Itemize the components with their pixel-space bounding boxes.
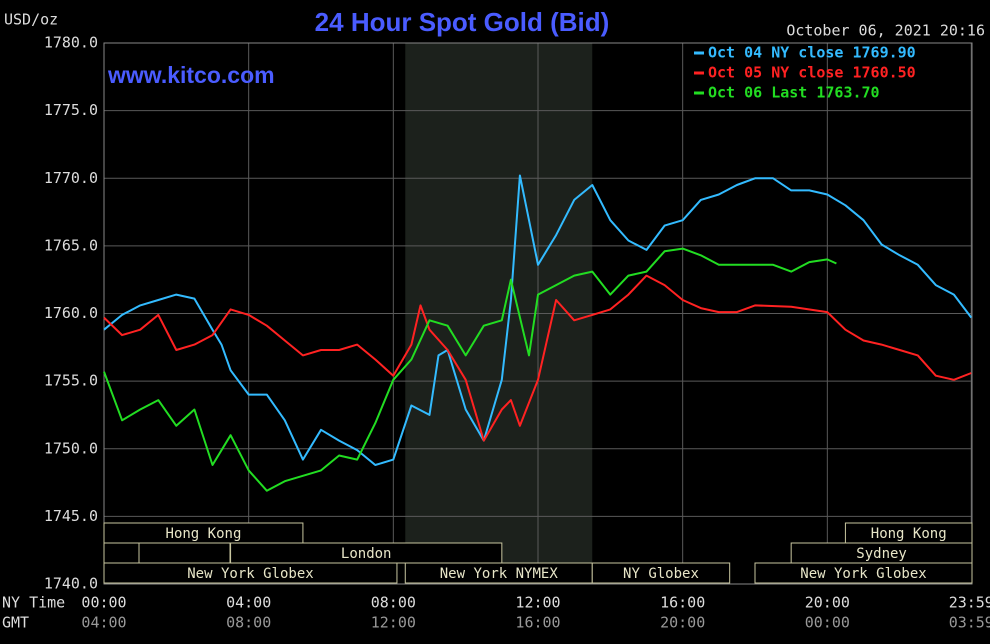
plot-frame (103, 42, 973, 585)
unit-label: USD/oz (4, 11, 58, 29)
session-box (103, 542, 140, 564)
gmt-tick-label: 03:59 (949, 614, 990, 632)
x-tick-label: 23:59 (949, 594, 990, 612)
y-tick-label: 1740.0 (44, 575, 98, 593)
y-tick-label: 1750.0 (44, 439, 98, 457)
x-tick-label: 00:00 (81, 594, 126, 612)
chart-title: 24 Hour Spot Gold (Bid) (315, 7, 610, 37)
x-tick-label: 16:00 (660, 594, 705, 612)
session-box (103, 562, 398, 584)
y-tick-label: 1745.0 (44, 507, 98, 525)
session-label: Hong Kong (166, 526, 242, 542)
website: www.kitco.com (107, 62, 275, 88)
session-box (103, 522, 304, 544)
session-label: New York Globex (187, 566, 313, 582)
session-box (591, 562, 731, 584)
ny-time-label: NY Time (2, 594, 65, 612)
gmt-tick-label: 04:00 (81, 614, 126, 632)
session-box (754, 562, 973, 584)
y-tick-label: 1760.0 (44, 304, 98, 322)
price-line (103, 247, 837, 492)
gmt-label: GMT (2, 614, 29, 632)
legend-label: Oct 04 NY close 1769.90 (708, 44, 916, 62)
session-label: Hong Kong (871, 526, 947, 542)
y-tick-label: 1780.0 (44, 34, 98, 52)
y-tick-label: 1765.0 (44, 236, 98, 254)
session-label: New York Globex (800, 566, 926, 582)
gmt-tick-label: 00:00 (805, 614, 850, 632)
y-tick-label: 1775.0 (44, 101, 98, 119)
gmt-tick-label: 16:00 (515, 614, 560, 632)
legend-label: Oct 06 Last 1763.70 (708, 84, 880, 102)
session-label: Sydney (856, 546, 907, 562)
x-tick-label: 04:00 (226, 594, 271, 612)
gmt-tick-label: 20:00 (660, 614, 705, 632)
x-tick-label: 12:00 (515, 594, 560, 612)
price-line (103, 274, 972, 442)
gmt-tick-label: 08:00 (226, 614, 271, 632)
x-tick-label: 08:00 (371, 594, 416, 612)
price-line (103, 174, 973, 466)
session-label: New York NYMEX (440, 566, 559, 582)
y-tick-label: 1770.0 (44, 169, 98, 187)
session-label: NY Globex (623, 566, 699, 582)
legend-label: Oct 05 NY close 1760.50 (708, 64, 916, 82)
gmt-tick-label: 12:00 (371, 614, 416, 632)
session-box (138, 542, 231, 564)
x-tick-label: 20:00 (805, 594, 850, 612)
y-tick-label: 1755.0 (44, 372, 98, 390)
session-label: London (341, 546, 392, 562)
timestamp: October 06, 2021 20:16 (786, 22, 985, 40)
